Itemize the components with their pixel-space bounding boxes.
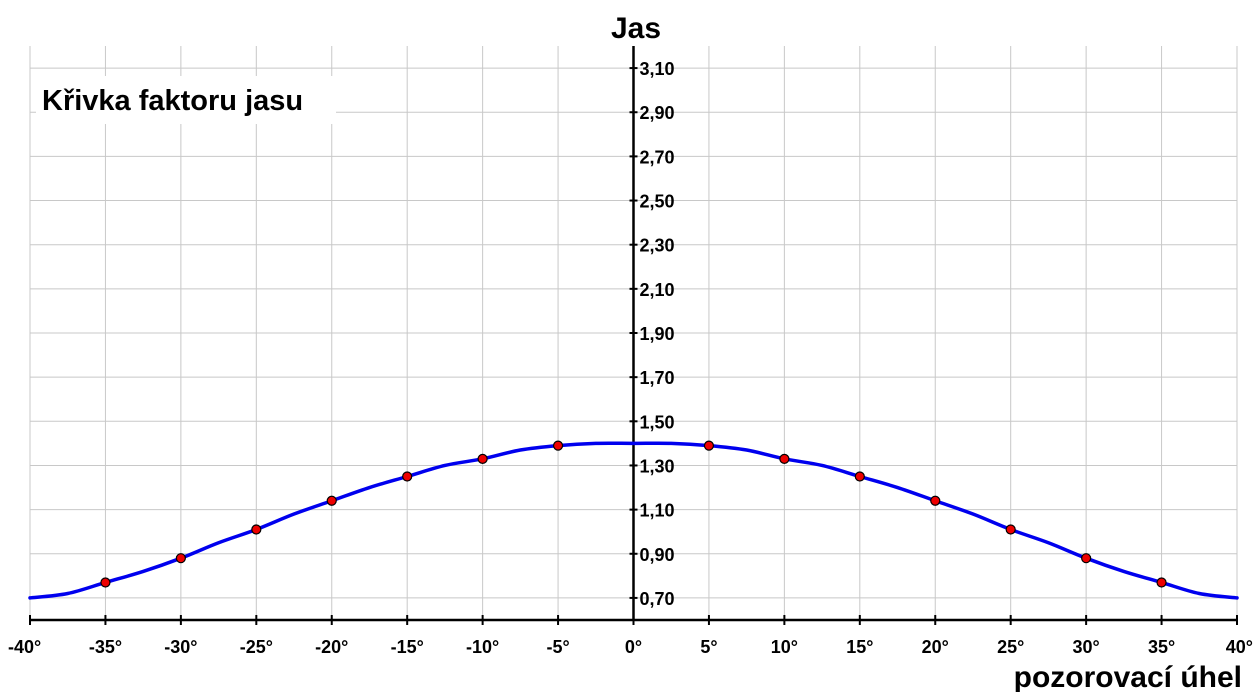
- data-point: [175, 553, 186, 564]
- data-point: [703, 440, 715, 451]
- y-tick-label: 1,90: [640, 324, 675, 344]
- title-backdrop: [36, 76, 336, 124]
- data-point: [1156, 577, 1167, 588]
- x-tick-label: 0°: [625, 637, 642, 657]
- y-tick-label: 1,10: [640, 501, 675, 521]
- y-tick-label: 2,30: [640, 236, 675, 256]
- x-tick-label: -20°: [315, 637, 348, 657]
- x-axis-title: pozorovací úhel: [1014, 661, 1242, 692]
- x-tick-label: 35°: [1148, 637, 1175, 657]
- y-tick-label: 1,30: [640, 456, 675, 476]
- data-point: [1005, 524, 1016, 535]
- chart-title: Křivka faktoru jasu: [42, 85, 303, 117]
- x-tick-label: 15°: [846, 637, 873, 657]
- y-tick-label: 2,70: [640, 147, 675, 167]
- data-point: [1081, 553, 1092, 564]
- x-tick-label: 5°: [700, 637, 717, 657]
- x-tick-label: -15°: [391, 637, 424, 657]
- data-point: [779, 453, 790, 464]
- y-tick-label: 2,10: [640, 280, 675, 300]
- x-tick-label: -35°: [89, 637, 122, 657]
- x-tick-label: -5°: [546, 637, 569, 657]
- x-tick-label: 25°: [997, 637, 1024, 657]
- data-point: [402, 471, 413, 482]
- brightness-curve: [28, 441, 1239, 600]
- y-tick-label: 1,70: [640, 368, 675, 388]
- data-points: [100, 440, 1167, 588]
- y-tick-label: 3,10: [640, 59, 675, 79]
- x-tick-label: -25°: [240, 637, 273, 657]
- x-tick-label: 40°: [1226, 637, 1253, 657]
- data-point: [854, 471, 865, 482]
- y-tick-label: 1,50: [640, 412, 675, 432]
- y-tick-label: 2,90: [640, 103, 675, 123]
- y-tick-label: 0,90: [640, 545, 675, 565]
- y-axis-title: Jas: [611, 12, 661, 45]
- x-tick-label: -40°: [8, 637, 41, 657]
- data-point: [552, 440, 564, 451]
- y-ticks: 0,70 0,90 1,10 1,30 1,50 1,70 1,90 2,10 2,30 2,50…: [629, 59, 675, 609]
- x-ticks: -40° -35° -30° -25° -20° -15° -10° -5° 0° 5° 10° 15…: [8, 615, 1253, 657]
- data-point: [477, 453, 488, 464]
- x-tick-label: 10°: [771, 637, 798, 657]
- x-tick-label: -10°: [466, 637, 499, 657]
- x-tick-label: 20°: [922, 637, 949, 657]
- data-point: [930, 495, 941, 506]
- data-point: [326, 495, 337, 506]
- y-tick-label: 0,70: [640, 589, 675, 609]
- y-tick-label: 2,50: [640, 192, 675, 212]
- data-point: [251, 524, 262, 535]
- x-tick-label: -30°: [164, 637, 197, 657]
- x-tick-label: 30°: [1073, 637, 1100, 657]
- data-point: [100, 577, 111, 588]
